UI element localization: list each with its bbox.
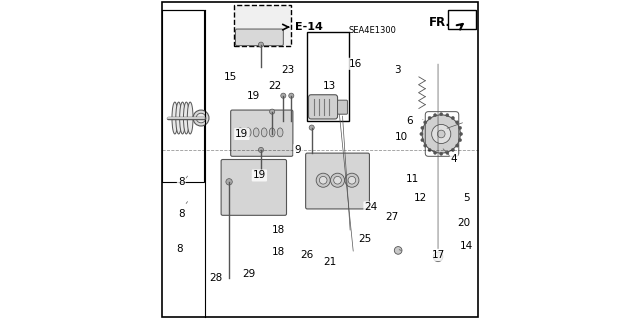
Text: 17: 17 bbox=[431, 250, 445, 260]
Ellipse shape bbox=[172, 102, 178, 134]
Text: 24: 24 bbox=[364, 202, 378, 212]
Text: 3: 3 bbox=[394, 65, 401, 75]
Text: 15: 15 bbox=[224, 71, 237, 82]
Circle shape bbox=[458, 138, 461, 142]
Text: E-14: E-14 bbox=[295, 22, 323, 32]
Ellipse shape bbox=[188, 102, 193, 134]
Text: 14: 14 bbox=[460, 241, 474, 251]
Text: 13: 13 bbox=[323, 81, 336, 91]
Text: 18: 18 bbox=[272, 247, 285, 257]
FancyBboxPatch shape bbox=[221, 160, 287, 215]
Circle shape bbox=[330, 173, 344, 187]
Text: 4: 4 bbox=[451, 154, 458, 165]
Circle shape bbox=[289, 93, 294, 98]
Circle shape bbox=[420, 132, 423, 136]
Text: 18: 18 bbox=[272, 225, 285, 235]
Text: 16: 16 bbox=[348, 59, 362, 69]
Circle shape bbox=[440, 113, 443, 116]
Circle shape bbox=[421, 126, 424, 130]
Text: 20: 20 bbox=[457, 218, 470, 228]
Text: 21: 21 bbox=[323, 256, 336, 267]
Circle shape bbox=[428, 116, 431, 120]
Text: 29: 29 bbox=[243, 269, 256, 279]
Circle shape bbox=[422, 115, 460, 153]
Circle shape bbox=[451, 148, 454, 152]
Text: 19: 19 bbox=[246, 91, 260, 101]
Circle shape bbox=[316, 173, 330, 187]
Ellipse shape bbox=[184, 102, 189, 134]
Text: 6: 6 bbox=[406, 116, 413, 126]
Text: 9: 9 bbox=[294, 145, 301, 155]
Text: 11: 11 bbox=[406, 174, 419, 184]
Circle shape bbox=[458, 126, 461, 130]
Text: 19: 19 bbox=[236, 129, 248, 139]
FancyBboxPatch shape bbox=[230, 110, 293, 156]
Circle shape bbox=[424, 144, 427, 147]
FancyBboxPatch shape bbox=[307, 32, 349, 121]
FancyBboxPatch shape bbox=[306, 153, 369, 209]
Circle shape bbox=[345, 173, 359, 187]
Text: 5: 5 bbox=[463, 193, 470, 203]
Text: 8: 8 bbox=[178, 177, 184, 187]
Text: 26: 26 bbox=[301, 250, 314, 260]
Circle shape bbox=[456, 144, 459, 147]
Circle shape bbox=[440, 152, 443, 155]
Circle shape bbox=[269, 109, 275, 114]
Circle shape bbox=[193, 110, 209, 126]
Text: 19: 19 bbox=[253, 170, 266, 181]
Text: FR.: FR. bbox=[429, 16, 451, 29]
Circle shape bbox=[424, 121, 427, 124]
Circle shape bbox=[437, 130, 445, 138]
Ellipse shape bbox=[180, 102, 186, 134]
Circle shape bbox=[281, 93, 286, 98]
Text: 22: 22 bbox=[269, 81, 282, 91]
Text: 12: 12 bbox=[414, 193, 427, 203]
Text: 10: 10 bbox=[395, 132, 408, 142]
Text: 27: 27 bbox=[385, 212, 398, 222]
Ellipse shape bbox=[237, 128, 243, 137]
Circle shape bbox=[259, 147, 264, 152]
Text: 28: 28 bbox=[210, 272, 223, 283]
Circle shape bbox=[196, 113, 206, 123]
Circle shape bbox=[431, 124, 451, 144]
Text: 8: 8 bbox=[177, 244, 183, 254]
Circle shape bbox=[445, 151, 449, 154]
Circle shape bbox=[309, 125, 314, 130]
Circle shape bbox=[433, 114, 436, 117]
Text: SEA4E1300: SEA4E1300 bbox=[349, 26, 397, 35]
Circle shape bbox=[319, 176, 327, 184]
Ellipse shape bbox=[277, 128, 283, 137]
Circle shape bbox=[433, 252, 443, 262]
Text: 25: 25 bbox=[358, 234, 371, 244]
Ellipse shape bbox=[269, 128, 275, 137]
Ellipse shape bbox=[261, 128, 267, 137]
Circle shape bbox=[428, 148, 431, 152]
Circle shape bbox=[333, 176, 341, 184]
Circle shape bbox=[348, 176, 356, 184]
Circle shape bbox=[433, 151, 436, 154]
FancyBboxPatch shape bbox=[337, 100, 348, 114]
FancyBboxPatch shape bbox=[236, 29, 284, 46]
Ellipse shape bbox=[245, 128, 251, 137]
Circle shape bbox=[226, 179, 232, 185]
Text: 23: 23 bbox=[282, 65, 295, 75]
Ellipse shape bbox=[176, 102, 182, 134]
Circle shape bbox=[421, 138, 424, 142]
Circle shape bbox=[394, 247, 402, 254]
Text: 8: 8 bbox=[178, 209, 184, 219]
Circle shape bbox=[451, 116, 454, 120]
Circle shape bbox=[445, 114, 449, 117]
Circle shape bbox=[259, 42, 264, 47]
Ellipse shape bbox=[253, 128, 259, 137]
FancyBboxPatch shape bbox=[234, 5, 291, 46]
FancyBboxPatch shape bbox=[308, 95, 337, 119]
Circle shape bbox=[460, 132, 463, 136]
Circle shape bbox=[456, 121, 459, 124]
